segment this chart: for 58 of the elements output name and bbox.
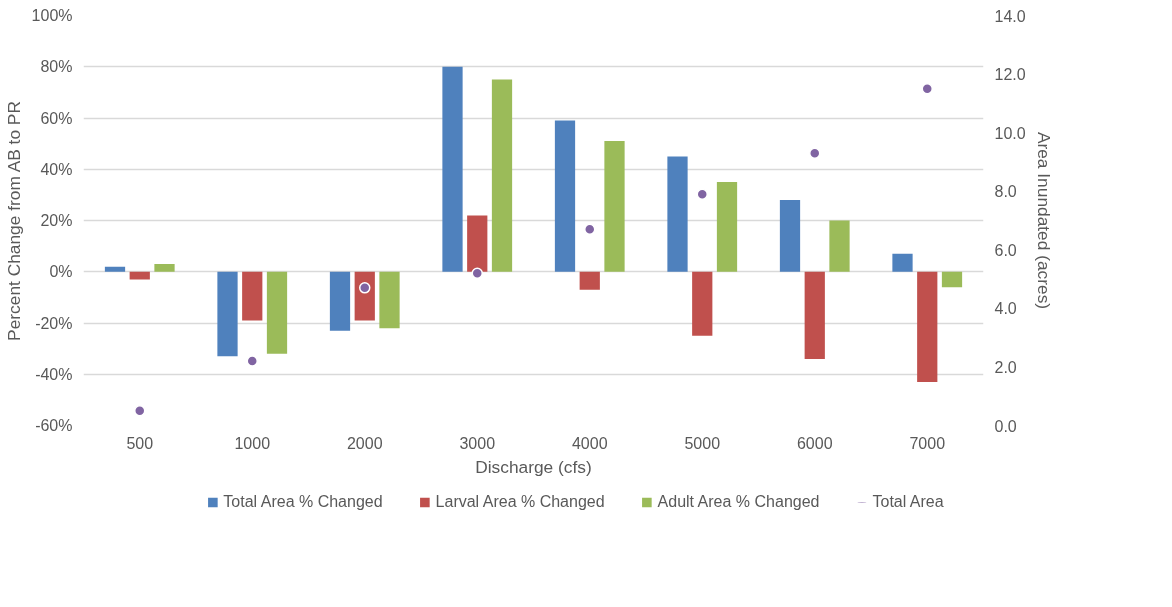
- x-tick-label: 7000: [909, 434, 946, 452]
- bar: [692, 271, 713, 336]
- legend-label: Total Area % Changed: [223, 492, 383, 511]
- bar: [467, 215, 488, 272]
- y-axis-title: Percent Change from AB to PR: [3, 101, 24, 341]
- y-tick-label: 20%: [40, 212, 73, 229]
- bar: [354, 271, 375, 321]
- y-tick-label: 100%: [31, 7, 73, 24]
- bar: [667, 156, 688, 272]
- bar: [554, 120, 576, 272]
- x-tick-label: 3000: [459, 434, 496, 452]
- y2-tick-label: 4.0: [994, 300, 1017, 318]
- legend-label: Larval Area % Changed: [435, 492, 605, 511]
- bar: [804, 271, 825, 359]
- bar: [892, 253, 913, 272]
- y2-tick-label: 0.0: [994, 417, 1017, 435]
- bar: [329, 271, 351, 331]
- bar: [917, 271, 938, 382]
- x-tick-label: 4000: [571, 434, 608, 452]
- y2-axis-title: Area Inundated (acres): [1033, 131, 1054, 310]
- bar: [604, 141, 625, 272]
- bar: [716, 182, 738, 272]
- x-tick-label: 6000: [796, 434, 833, 452]
- bar: [242, 271, 263, 321]
- bar: [379, 271, 400, 329]
- bar: [217, 271, 238, 357]
- legend-label: Adult Area % Changed: [657, 492, 820, 511]
- x-tick-label: 500: [126, 434, 154, 452]
- point: [471, 267, 483, 279]
- legend-label: Total Area: [872, 492, 944, 511]
- y-tick-label: 0%: [49, 263, 73, 281]
- y-tick-label: 80%: [40, 58, 73, 76]
- bar: [442, 66, 463, 272]
- bar: [941, 271, 963, 288]
- y2-tick-label: 14.0: [994, 7, 1026, 25]
- y2-tick-label: 8.0: [994, 183, 1017, 201]
- y2-tick-label: 2.0: [994, 358, 1017, 376]
- x-axis-title: Discharge (cfs): [475, 456, 592, 477]
- bar: [104, 266, 126, 272]
- bar: [779, 200, 801, 272]
- x-tick-label: 2000: [346, 434, 383, 452]
- bar: [266, 271, 288, 354]
- x-tick-label: 1000: [234, 434, 271, 452]
- y2-tick-label: 6.0: [994, 241, 1017, 259]
- x-tick-label: 5000: [684, 434, 721, 452]
- y2-tick-label: 12.0: [994, 66, 1026, 84]
- y-tick-label: 40%: [40, 160, 73, 178]
- y-tick-label: 60%: [40, 109, 73, 127]
- bar: [129, 271, 150, 280]
- bar: [579, 271, 600, 290]
- y-tick-label: -40%: [35, 365, 73, 383]
- bar: [154, 264, 175, 272]
- bar: [491, 79, 513, 272]
- y2-tick-label: 10.0: [994, 124, 1026, 142]
- y-tick-label: -60%: [35, 417, 73, 434]
- y-tick-label: -20%: [35, 314, 73, 332]
- point: [359, 282, 371, 294]
- bar: [829, 220, 850, 272]
